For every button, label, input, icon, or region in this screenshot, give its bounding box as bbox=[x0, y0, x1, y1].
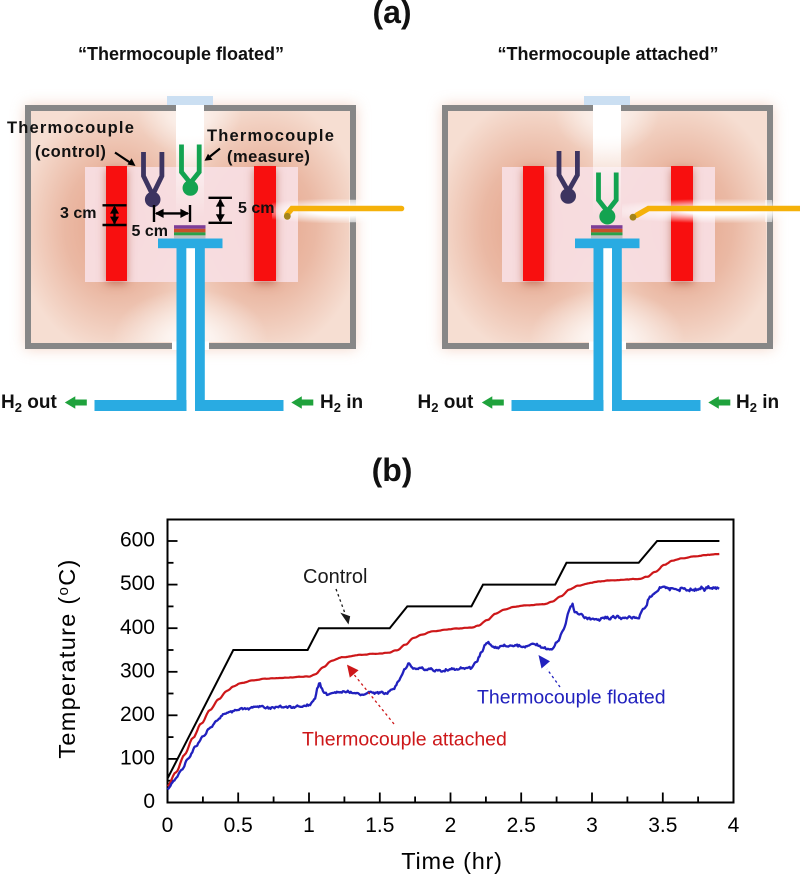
svg-text:Temperature (oC): Temperature (oC) bbox=[54, 558, 80, 758]
svg-text:4: 4 bbox=[728, 814, 740, 837]
svg-text:2.5: 2.5 bbox=[507, 814, 536, 837]
svg-text:1: 1 bbox=[303, 814, 315, 837]
svg-text:400: 400 bbox=[120, 616, 155, 639]
svg-text:1.5: 1.5 bbox=[365, 814, 394, 837]
svg-text:Thermocouple attached: Thermocouple attached bbox=[302, 729, 507, 751]
svg-text:3: 3 bbox=[586, 814, 598, 837]
svg-text:Thermocouple floated: Thermocouple floated bbox=[477, 687, 666, 709]
svg-text:0: 0 bbox=[143, 790, 155, 813]
svg-text:0.5: 0.5 bbox=[224, 814, 253, 837]
svg-text:Time (hr): Time (hr) bbox=[401, 848, 503, 874]
svg-text:Control: Control bbox=[303, 566, 367, 588]
svg-text:500: 500 bbox=[120, 572, 155, 595]
svg-text:2: 2 bbox=[445, 814, 457, 837]
svg-text:200: 200 bbox=[120, 703, 155, 726]
svg-text:600: 600 bbox=[120, 529, 155, 552]
svg-text:3.5: 3.5 bbox=[648, 814, 677, 837]
svg-text:100: 100 bbox=[120, 747, 155, 770]
svg-text:300: 300 bbox=[120, 659, 155, 682]
svg-text:0: 0 bbox=[162, 814, 174, 837]
